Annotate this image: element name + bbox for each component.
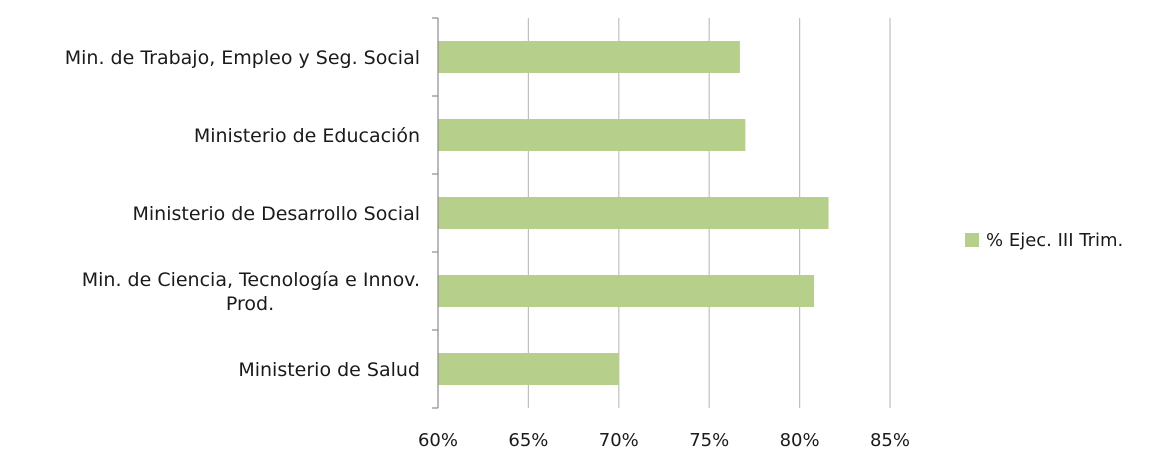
bar <box>438 275 815 307</box>
tick-labels: 60% 65% 70% 75% 80% 85% <box>418 430 910 451</box>
bar <box>438 353 619 385</box>
category-label: Ministerio de Salud <box>238 359 420 381</box>
axes <box>432 17 439 409</box>
bar <box>438 119 746 151</box>
legend-label: % Ejec. III Trim. <box>986 230 1123 251</box>
x-tick-label: 75% <box>689 430 729 451</box>
category-label: Min. de Ciencia, Tecnología e Innov. Prod… <box>82 269 420 315</box>
x-tick-label: 70% <box>599 430 639 451</box>
category-label: Min. de Trabajo, Empleo y Seg. Social <box>65 47 420 69</box>
bar <box>438 41 740 73</box>
category-labels: Min. de Trabajo, Empleo y Seg. Social Min… <box>65 47 420 381</box>
bar <box>438 197 829 229</box>
legend: % Ejec. III Trim. <box>965 230 1123 251</box>
x-tick-label: 60% <box>418 430 458 451</box>
category-label: Ministerio de Educación <box>194 125 420 147</box>
x-tick-label: 65% <box>508 430 548 451</box>
legend-swatch <box>965 233 979 247</box>
bars <box>438 41 829 385</box>
x-tick-label: 80% <box>780 430 820 451</box>
x-tick-label: 85% <box>870 430 910 451</box>
category-label: Ministerio de Desarrollo Social <box>133 203 421 225</box>
